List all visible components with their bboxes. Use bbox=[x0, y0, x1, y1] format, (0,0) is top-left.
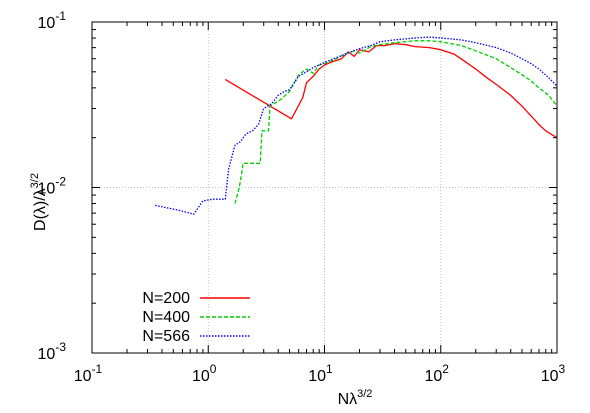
series-lines bbox=[155, 36, 557, 215]
axis-ticks bbox=[91, 21, 558, 354]
x-axis-label: Nλ3/2 bbox=[338, 388, 373, 408]
y-tick-label: 10-1 bbox=[38, 9, 67, 32]
y-axis-label: D(λ)/λ3/2 bbox=[29, 173, 49, 231]
x-tick-label: 10-1 bbox=[74, 362, 103, 385]
grid bbox=[92, 22, 557, 353]
series-line-n-566 bbox=[155, 36, 557, 215]
series-line-n-200 bbox=[224, 42, 557, 139]
legend: N=200 N=400 N=566 bbox=[142, 290, 250, 345]
y-tick-label: 10-3 bbox=[38, 340, 67, 363]
tick-labels: 10-1 100 101 102 103 10-3 10-2 10-1 bbox=[38, 9, 566, 385]
legend-label: N=566 bbox=[142, 328, 190, 345]
legend-label: N=400 bbox=[142, 309, 190, 326]
x-tick-label: 100 bbox=[192, 362, 217, 385]
series-line-n-400 bbox=[234, 40, 557, 204]
x-tick-label: 103 bbox=[541, 362, 566, 385]
y-tick-label: 10-2 bbox=[38, 175, 67, 198]
legend-label: N=200 bbox=[142, 290, 190, 307]
x-tick-label: 101 bbox=[308, 362, 333, 385]
x-tick-label: 102 bbox=[425, 362, 450, 385]
